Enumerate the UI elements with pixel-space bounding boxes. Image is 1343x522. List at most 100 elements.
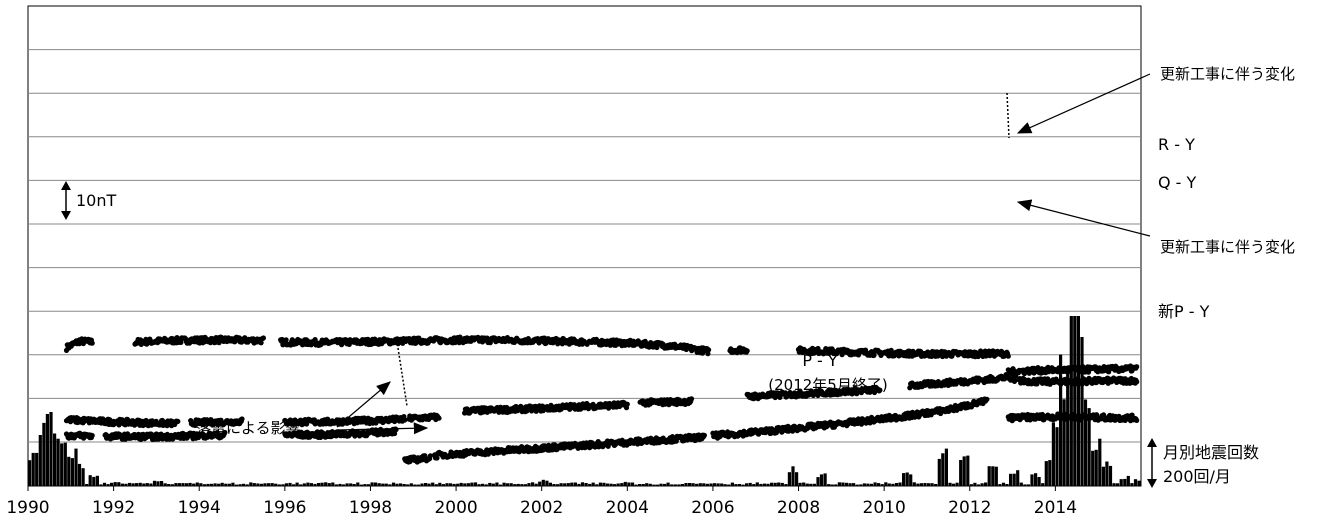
earthquake-bar (780, 482, 784, 486)
earthquake-bar (673, 484, 677, 486)
earthquake-bar (795, 472, 799, 486)
earthquake-bar (427, 483, 431, 486)
earthquake-bar (987, 466, 991, 486)
earthquake-bar (941, 453, 945, 486)
earthquake-bar (1051, 422, 1055, 486)
earthquake-bar (513, 484, 517, 486)
earthquake-bar (384, 483, 388, 486)
x-tick-label: 2002 (520, 498, 563, 518)
earthquake-bar (77, 463, 82, 486)
earthquake-bar (1116, 483, 1120, 486)
earthquake-bar (102, 482, 107, 486)
gridlines (28, 49, 1141, 443)
earthquake-bar (502, 482, 506, 486)
earthquake-bar (770, 482, 774, 486)
earthquake-bar (267, 483, 271, 486)
earthquake-bar (1098, 438, 1102, 486)
earthquake-bar (955, 482, 959, 486)
earthquake-bar (142, 483, 146, 486)
x-tick-label: 2006 (691, 498, 734, 518)
data-point (1005, 375, 1011, 381)
earthquake-bar (559, 483, 563, 486)
earthquake-bar (688, 483, 692, 486)
earthquake-bar (284, 483, 288, 486)
earthquake-bar (584, 483, 588, 486)
earthquake-bar (891, 483, 895, 486)
earthquake-bar (49, 412, 53, 486)
earthquake-bar (341, 484, 346, 486)
series-new-py (1005, 411, 1140, 424)
earthquake-bar (1080, 337, 1084, 486)
data-point (402, 417, 408, 423)
series-points (63, 334, 1140, 465)
data-point (116, 422, 122, 428)
earthquake-bar (877, 483, 881, 486)
earthquake-bar (966, 455, 970, 486)
earthquake-bar (666, 482, 670, 486)
x-tick-label: 2012 (948, 498, 991, 518)
earthquake-bar (38, 435, 42, 486)
earthquake-bar (334, 484, 338, 486)
earthquake-bar (919, 483, 923, 486)
earthquake-bar (170, 484, 174, 486)
x-tick-label: 1998 (349, 498, 392, 518)
earthquake-bar (395, 483, 399, 486)
earthquake-bar (402, 484, 406, 486)
earthquake-bar (302, 483, 306, 486)
earthquake-bar (677, 484, 681, 486)
earthquake-bar (188, 482, 192, 486)
earthquake-bar (85, 484, 89, 486)
earthquake-bar (852, 483, 856, 486)
data-point (304, 421, 310, 427)
earthquake-bar (448, 483, 453, 486)
earthquake-bar (720, 483, 724, 486)
earthquake-bar (317, 483, 321, 486)
x-tick-label: 2014 (1034, 498, 1077, 518)
earthquake-bar (420, 483, 424, 486)
earthquake-bar (648, 483, 652, 486)
earthquake-bar (431, 482, 435, 486)
earthquake-bar (167, 484, 171, 486)
annotation-upgrade-2: 更新工事に伴う変化 (1160, 238, 1295, 256)
earthquake-bar (609, 483, 613, 486)
earthquake-bar (274, 483, 278, 486)
earthquake-bar (113, 482, 117, 486)
earthquake-bar (406, 484, 410, 486)
earthquake-bar (1023, 484, 1027, 486)
earthquake-bar (270, 483, 274, 486)
earthquake-bar (848, 483, 852, 486)
earthquake-bar (338, 483, 342, 486)
earthquake-bar (527, 483, 531, 486)
data-point (192, 422, 198, 428)
annotation-arrow-upgrade-1 (1016, 73, 1151, 134)
earthquake-bar (573, 482, 577, 486)
earthquake-bar (841, 482, 845, 486)
earthquake-bar (805, 483, 809, 486)
earthquake-bar (413, 484, 417, 486)
earthquake-bar (663, 483, 667, 486)
step-connector-ry (1006, 92, 1010, 139)
scale-bar-earthquakes-title: 月別地震回数 (1163, 443, 1259, 462)
earthquake-bar (88, 475, 92, 486)
series-label-qy: Q - Y (1158, 173, 1197, 192)
earthquake-bar (234, 484, 239, 486)
earthquake-bar (538, 481, 542, 486)
earthquake-bar (1062, 399, 1066, 486)
earthquake-bar (224, 483, 228, 486)
earthquake-bar (292, 484, 296, 486)
earthquake-bar (388, 484, 392, 486)
earthquake-bar (377, 483, 381, 486)
earthquake-bar (709, 483, 713, 486)
data-point (888, 347, 894, 353)
step-connector-py (397, 347, 408, 407)
earthquake-bar (163, 483, 167, 486)
earthquake-bar (441, 484, 445, 486)
earthquake-bar (1119, 479, 1123, 486)
earthquake-bar (45, 414, 49, 486)
earthquake-bar (998, 484, 1002, 486)
data-point (222, 429, 228, 436)
data-point (434, 455, 440, 461)
earthquake-bar (391, 482, 396, 486)
earthquake-bar (691, 483, 695, 486)
earthquake-bar (99, 484, 103, 486)
